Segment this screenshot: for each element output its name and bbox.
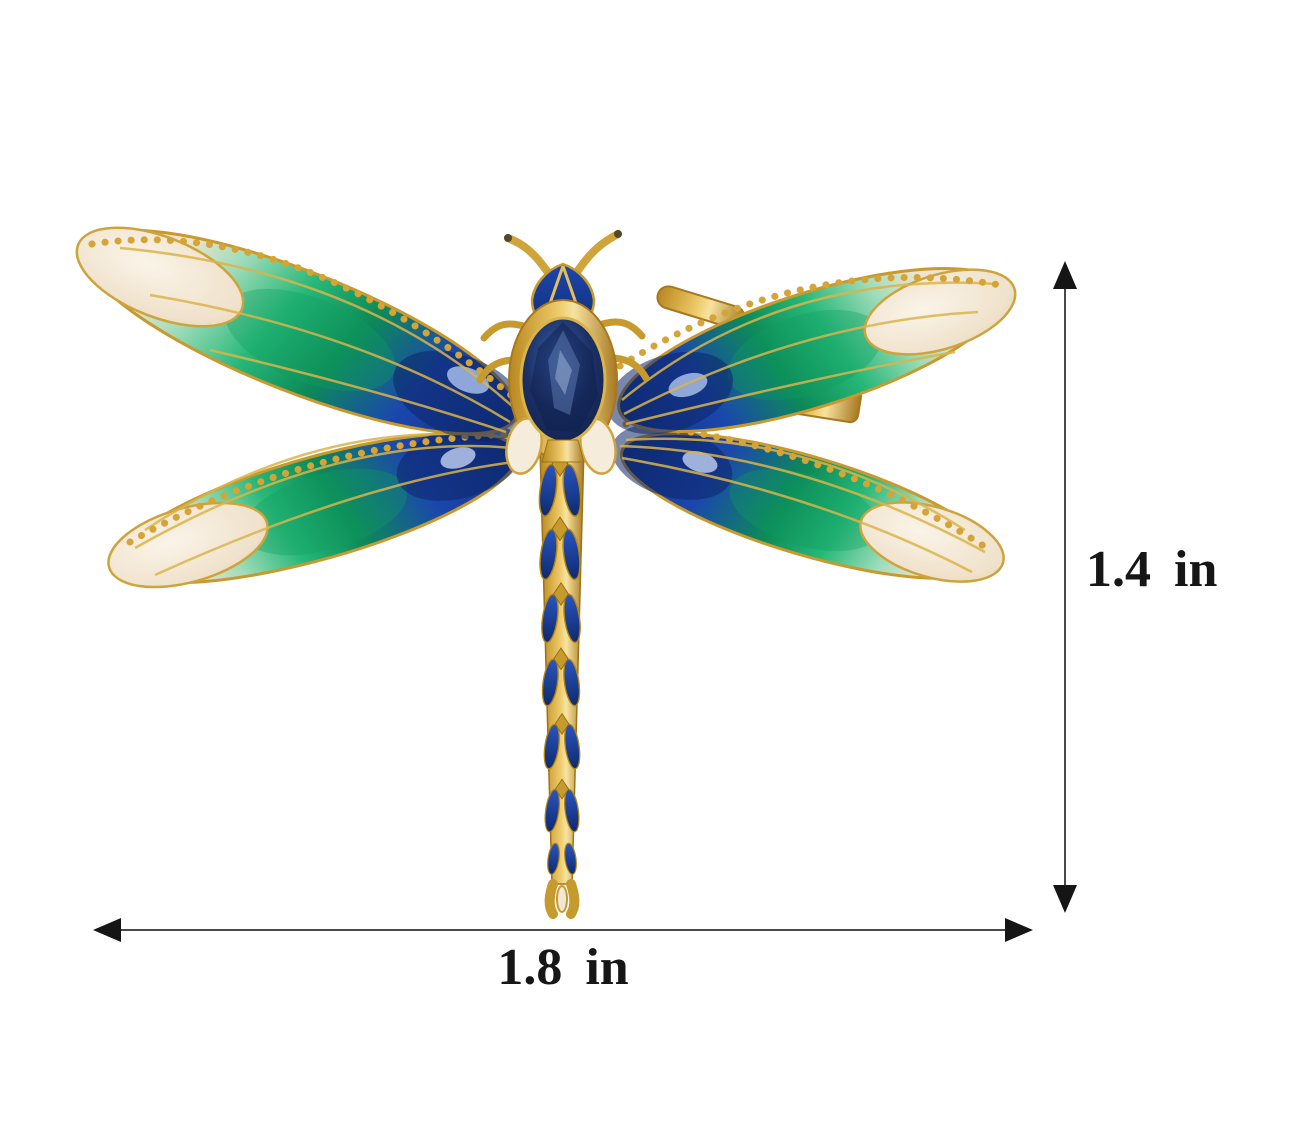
dragonfly-brooch-image (75, 226, 1017, 919)
arrow-left-icon (93, 918, 121, 942)
lower-right-wing (611, 420, 1005, 583)
arrow-right-icon (1005, 918, 1033, 942)
upper-left-wing (75, 226, 527, 442)
right-antenna (573, 230, 622, 276)
arrow-up-icon (1053, 261, 1077, 289)
tail (538, 447, 585, 919)
arrow-down-icon (1053, 885, 1077, 913)
body (476, 230, 650, 475)
lower-left-wing (107, 423, 524, 589)
height-dimension-label: 1.4 in (1086, 541, 1218, 598)
width-dimension-line (106, 929, 1020, 931)
legs (476, 318, 650, 384)
upper-right-wing (606, 266, 1017, 435)
height-dimension-line (1064, 270, 1066, 906)
width-dimension-label: 1.8 in (497, 939, 629, 996)
left-antenna (504, 234, 553, 278)
